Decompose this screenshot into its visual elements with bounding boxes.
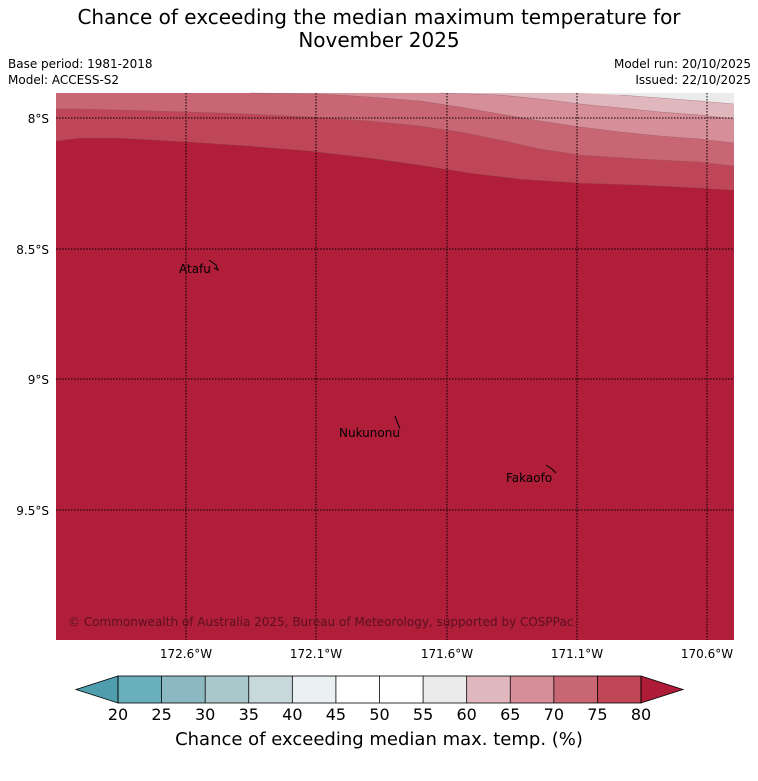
colorbar-tick-label: 50: [369, 705, 389, 724]
colorbar-tick-label: 20: [108, 705, 128, 724]
fakaofo-atoll-outline: [545, 464, 557, 474]
colorbar-tick-label: 60: [456, 705, 476, 724]
map-title-line2: November 2025: [298, 28, 460, 52]
lat-tick-label: 8.5°S: [16, 243, 49, 257]
copyright-note: © Commonwealth of Australia 2025, Bureau…: [68, 615, 573, 629]
base-period-label: Base period: 1981-2018: [8, 57, 153, 71]
map-title-line1: Chance of exceeding the median maximum t…: [77, 5, 681, 29]
contour-band-65: [56, 93, 734, 143]
atafu-atoll-outline: [208, 259, 219, 272]
lon-tick-label: 172.1°W: [290, 647, 342, 661]
lon-tick-label: 171.6°W: [421, 647, 473, 661]
map-panel: Atafu Nukunonu Fakaofo © Commonwealth of…: [55, 92, 735, 640]
colorbar-tick-label: 35: [239, 705, 259, 724]
colorbar-tick-label: 45: [326, 705, 346, 724]
colorbar-tick-label: 70: [544, 705, 564, 724]
colorbar-tick-label: 65: [500, 705, 520, 724]
lat-tick-label: 9°S: [28, 373, 49, 387]
place-label-atafu: Atafu: [179, 262, 211, 276]
map-figure: Atafu Nukunonu Fakaofo © Commonwealth of…: [16, 92, 735, 661]
lat-tick-label: 9.5°S: [16, 504, 49, 518]
issued-label: Issued: 22/10/2025: [635, 73, 751, 87]
contour-band-60: [370, 93, 734, 119]
colorbar-tick-label: 30: [195, 705, 215, 724]
longitude-labels: 172.6°W 172.1°W 171.6°W 171.1°W 170.6°W: [160, 647, 733, 661]
contour-band-55: [580, 93, 734, 104]
contour-lines: [55, 92, 735, 191]
place-label-nukunonu: Nukunonu: [339, 426, 400, 440]
colorbar-label: Chance of exceeding median max. temp. (%…: [175, 729, 583, 750]
lon-tick-label: 172.6°W: [160, 647, 212, 661]
colorbar-tick-label: 25: [151, 705, 171, 724]
colorbar-tick-label: 40: [282, 705, 302, 724]
colorbar-tick-label: 55: [413, 705, 433, 724]
colorbar-ticks: 20 25 30 35 40 45 50 55 60 65 70 75 80: [108, 705, 651, 724]
graticule: [56, 93, 734, 640]
latitude-labels: 8°S 8.5°S 9°S 9.5°S: [16, 112, 49, 518]
islands: [208, 259, 557, 474]
lat-tick-label: 8°S: [28, 112, 49, 126]
colorbar-tick-label: 75: [587, 705, 607, 724]
model-label: Model: ACCESS-S2: [8, 73, 120, 87]
place-label-fakaofo: Fakaofo: [506, 471, 552, 485]
model-run-label: Model run: 20/10/2025: [613, 57, 751, 71]
colorbar-tick-label: 80: [631, 705, 651, 724]
nukunonu-atoll-outline: [394, 415, 401, 430]
lon-tick-label: 171.1°W: [551, 647, 603, 661]
lon-tick-label: 170.6°W: [681, 647, 733, 661]
